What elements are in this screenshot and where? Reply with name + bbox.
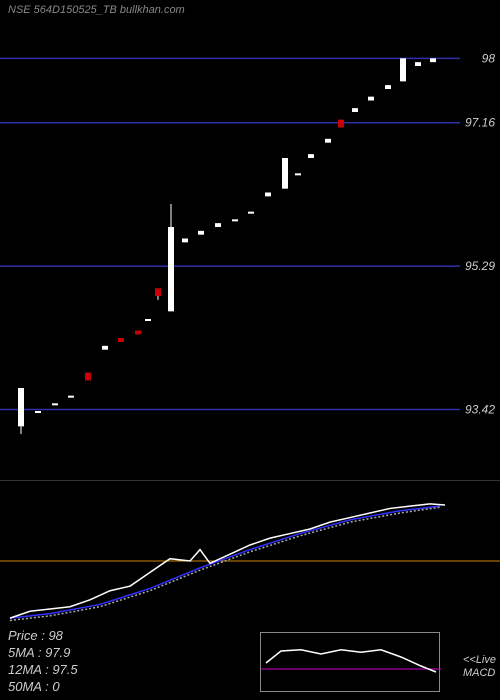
- macd-label: <<Live MACD: [463, 654, 496, 680]
- chart-container: NSE 564D150525_TB bullkhan.com 98 97.16 95…: [0, 0, 500, 700]
- price-panel: 98 97.16 95.29 93.42: [0, 20, 500, 480]
- macd-text: MACD: [463, 667, 496, 680]
- macd-live-text: <<Live: [463, 654, 496, 667]
- macd-svg: [261, 633, 441, 693]
- svg-text:95.29: 95.29: [465, 259, 495, 273]
- price-value: Price : 98: [8, 628, 78, 645]
- indicator-svg: [0, 481, 500, 641]
- svg-text:93.42: 93.42: [465, 402, 495, 416]
- chart-title: NSE 564D150525_TB bullkhan.com: [8, 4, 185, 16]
- svg-text:98: 98: [482, 51, 496, 65]
- indicator-panel: Price : 98 5MA : 97.9 12MA : 97.5 50MA :…: [0, 480, 500, 700]
- ma50-value: 50MA : 0: [8, 679, 78, 696]
- ma5-value: 5MA : 97.9: [8, 645, 78, 662]
- info-box: Price : 98 5MA : 97.9 12MA : 97.5 50MA :…: [8, 628, 78, 696]
- price-chart-svg: 98 97.16 95.29 93.42: [0, 20, 500, 480]
- svg-text:97.16: 97.16: [465, 116, 495, 130]
- macd-inset: [260, 632, 440, 692]
- ma12-value: 12MA : 97.5: [8, 662, 78, 679]
